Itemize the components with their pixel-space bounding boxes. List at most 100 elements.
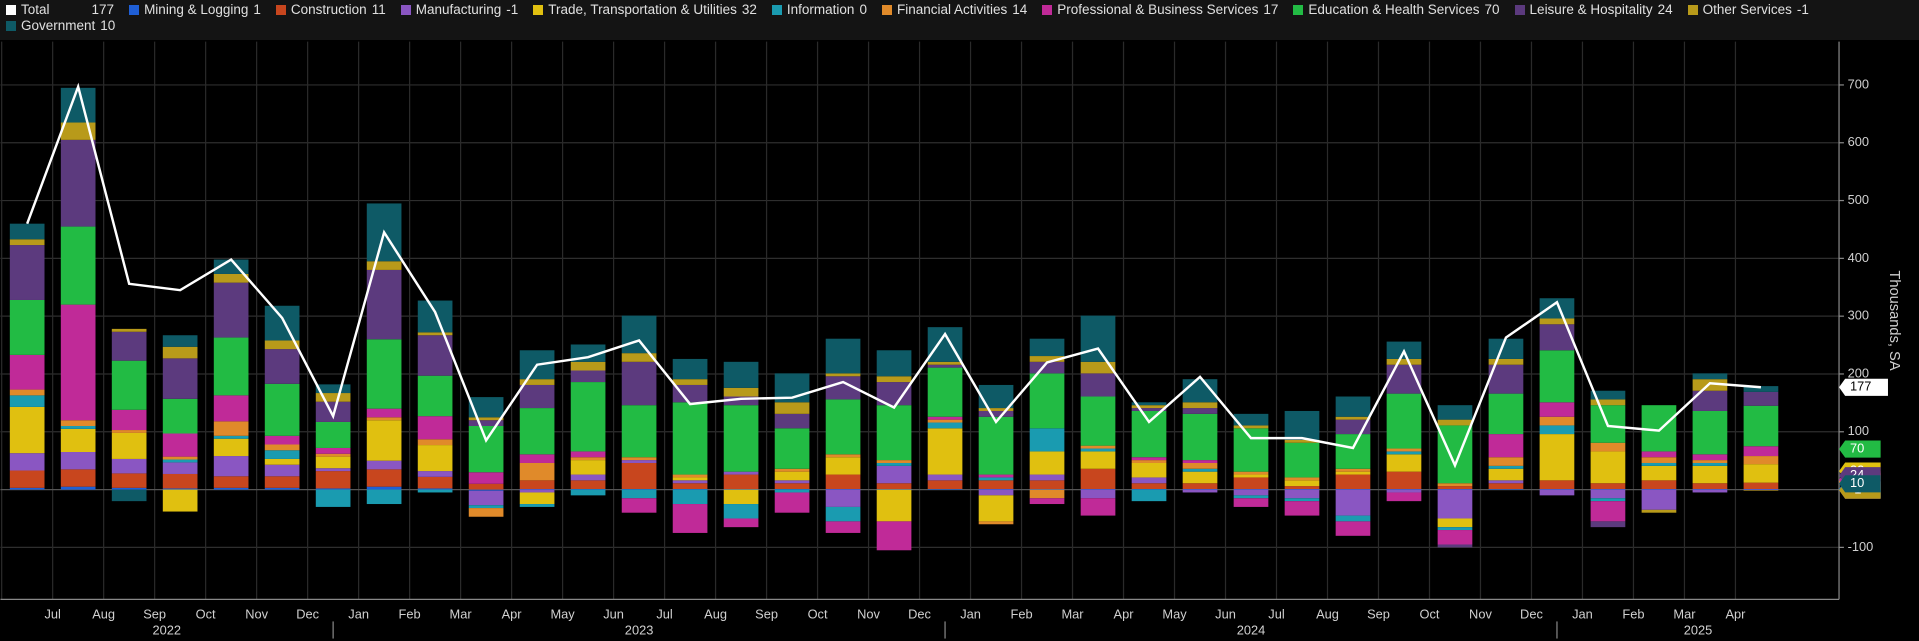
bar-segment	[1437, 544, 1473, 548]
bar-segment	[1029, 338, 1065, 357]
bar-segment	[1233, 495, 1269, 499]
bar-segment	[1335, 468, 1371, 472]
x-tick-label: Sep	[143, 607, 166, 622]
x-tick-label: Mar	[1673, 607, 1696, 622]
bar-segment	[621, 405, 657, 458]
bar-segment	[519, 504, 555, 507]
bar-segment	[468, 508, 504, 517]
x-tick-label: May	[550, 607, 575, 622]
bar-segment	[111, 458, 147, 474]
bar-segment	[876, 376, 912, 383]
x-tick-label: Jan	[960, 607, 981, 622]
bar-segment	[978, 408, 1014, 411]
x-tick-label: Sep	[1367, 607, 1390, 622]
legend-swatch	[129, 5, 140, 15]
bar-segment	[1743, 464, 1779, 483]
bar-segment	[570, 460, 606, 475]
bar-segment	[60, 486, 96, 490]
bar-segment	[417, 445, 453, 472]
grid	[0, 41, 1840, 600]
bar-segment	[315, 453, 351, 457]
bar-segment	[417, 375, 453, 417]
bar-segment	[468, 483, 504, 490]
bar-segment	[111, 409, 147, 431]
bar-segment	[1080, 361, 1116, 374]
bar-segment	[1182, 402, 1218, 409]
bar-segment	[1029, 489, 1065, 490]
bar-segment	[60, 420, 96, 426]
bar-segment	[825, 457, 861, 475]
bar-segment	[1335, 515, 1371, 522]
bar-segment	[1284, 477, 1320, 481]
legend-value: 177	[91, 2, 115, 17]
bar-segment	[1080, 373, 1116, 397]
bar-segment	[1641, 462, 1677, 466]
x-tick-label: Aug	[1316, 607, 1339, 622]
bar-segment	[1539, 402, 1575, 417]
bar-segment	[723, 405, 759, 472]
bar-segment	[417, 476, 453, 489]
bar-segment	[162, 459, 198, 463]
bar-segment	[978, 521, 1014, 525]
bar-segment	[1539, 298, 1575, 319]
bar-segment	[927, 428, 963, 475]
bar-segment	[1080, 448, 1116, 452]
bar-segment	[1386, 451, 1422, 455]
bar-segment	[672, 358, 708, 380]
x-tick-label: Sep	[755, 607, 778, 622]
y-tick-label: 600	[1848, 134, 1869, 149]
x-tick-label: Oct	[1420, 607, 1440, 622]
bar-segment	[111, 360, 147, 410]
bar-segment	[366, 469, 402, 487]
legend-entry: Education & Health Services 70	[1293, 2, 1500, 18]
y-tick-label: 500	[1848, 192, 1869, 207]
bar-segment	[1692, 454, 1728, 461]
bar-segment	[1386, 454, 1422, 472]
bar-segment	[1335, 396, 1371, 417]
bar-segment	[1284, 439, 1320, 443]
x-tick-label: Jul	[44, 607, 60, 622]
bar-segment	[1029, 474, 1065, 481]
bar-segment	[621, 361, 657, 406]
bar-segment	[1692, 373, 1728, 380]
bar-segment	[570, 382, 606, 452]
bar-segment	[519, 462, 555, 481]
bar-segment	[876, 460, 912, 463]
bar-segment	[1437, 489, 1473, 490]
bar-segment	[1335, 489, 1371, 490]
bar-segment	[264, 444, 300, 451]
bar-segment	[366, 339, 402, 409]
bar-segment	[1743, 489, 1779, 491]
bar-segment	[1692, 390, 1728, 411]
bar-segment	[519, 489, 555, 490]
total-line	[26, 82, 1762, 469]
bar-segment	[825, 373, 861, 377]
bar-segment	[1080, 396, 1116, 446]
bar-segment	[570, 489, 606, 496]
bar-segment	[366, 269, 402, 340]
x-tick-label: Jan	[348, 607, 369, 622]
legend-value: 11	[371, 2, 386, 17]
bar-segment	[1590, 489, 1626, 490]
bar-segment	[876, 382, 912, 406]
bar-segment	[1131, 460, 1167, 463]
bar-segment	[825, 474, 861, 490]
bar-segment	[1488, 393, 1524, 435]
bar-segment	[417, 300, 453, 333]
bar-segment	[1743, 405, 1779, 447]
bar-segment	[1131, 477, 1167, 484]
bar-segment	[1488, 483, 1524, 490]
bar-segment	[1692, 489, 1728, 490]
bar-segment	[774, 468, 810, 472]
bar-segment	[366, 460, 402, 470]
bar-segment	[468, 417, 504, 421]
legend-value: 1	[253, 2, 261, 17]
bar-segment	[876, 405, 912, 461]
bar-segment	[60, 428, 96, 453]
bar-segment	[162, 488, 198, 490]
bar-segment	[927, 364, 963, 368]
bar-segment	[468, 489, 504, 491]
bar-segment	[570, 480, 606, 490]
bar-segment	[1743, 446, 1779, 457]
year-label: 2022	[153, 623, 182, 638]
